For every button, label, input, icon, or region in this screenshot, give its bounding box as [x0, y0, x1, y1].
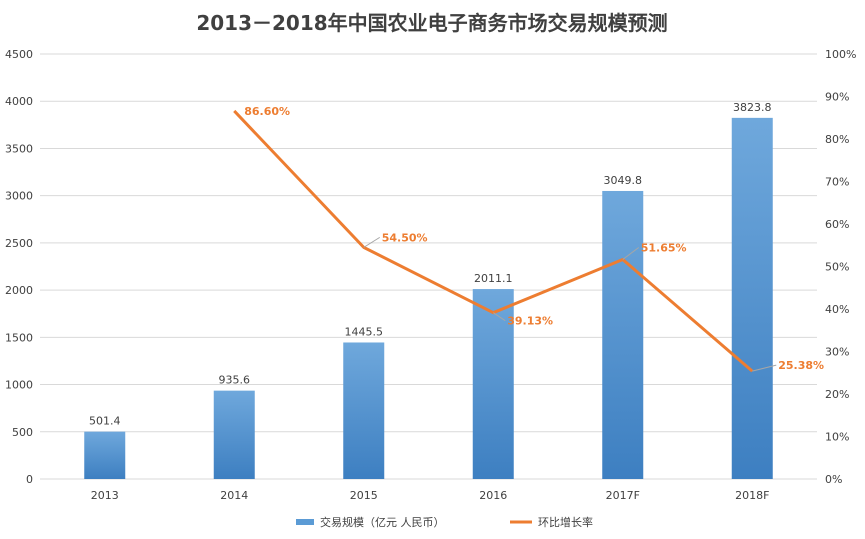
label-leader-line [492, 312, 506, 322]
y-left-tick-label: 2500 [5, 237, 33, 250]
bar [731, 117, 773, 479]
legend: 交易规模（亿元 人民币） 环比增长率 [296, 515, 593, 529]
y-left-tick-label: 4500 [5, 48, 33, 61]
y-right-tick-label: 50% [825, 261, 849, 274]
y-left-tick-label: 4000 [5, 95, 33, 108]
gridlines [40, 53, 817, 480]
growth-data-label: 25.38% [778, 359, 824, 372]
left-axis-ticks: 0 500 1000 1500 2000 2500 3000 3500 4000 4500 [5, 48, 33, 486]
bar-series: 501.4 935.6 1445.5 2011.1 3049.8 3823.8 [84, 101, 773, 480]
y-left-tick-label: 500 [12, 426, 33, 439]
x-tick-label: 2018F [735, 489, 769, 502]
bar-data-label: 3823.8 [733, 101, 772, 114]
y-right-tick-label: 20% [825, 388, 849, 401]
y-left-tick-label: 3000 [5, 190, 33, 203]
x-tick-label: 2015 [350, 489, 378, 502]
bar-data-label: 501.4 [89, 415, 121, 428]
chart-title: 2013－2018年中国农业电子商务市场交易规模预测 [196, 11, 667, 35]
right-axis-ticks: 0% 10% 20% 30% 40% 50% 60% 70% 80% 90% 100% [825, 48, 856, 486]
y-right-tick-label: 30% [825, 346, 849, 359]
bar-data-label: 1445.5 [345, 325, 384, 338]
legend-swatch-bar [296, 519, 314, 525]
growth-data-label: 39.13% [507, 315, 553, 328]
bar-data-label: 3049.8 [604, 174, 643, 187]
y-left-tick-label: 0 [26, 473, 33, 486]
label-leader-line [363, 236, 381, 248]
y-right-tick-label: 70% [825, 176, 849, 189]
legend-label-bar: 交易规模（亿元 人民币） [320, 515, 445, 529]
bar [472, 289, 514, 479]
y-right-tick-label: 100% [825, 48, 856, 61]
x-tick-label: 2016 [479, 489, 507, 502]
y-right-tick-label: 90% [825, 91, 849, 104]
y-right-tick-label: 80% [825, 133, 849, 146]
x-tick-label: 2017F [606, 489, 640, 502]
bar [602, 190, 644, 480]
y-left-tick-label: 2000 [5, 284, 33, 297]
label-leader-line [752, 364, 777, 372]
y-right-tick-label: 40% [825, 303, 849, 316]
label-leader-line [622, 247, 640, 260]
growth-data-label: 51.65% [641, 241, 687, 254]
growth-data-label: 86.60% [244, 105, 290, 118]
line-series: 86.60% 54.50% 39.13% 51.65% 25.38% [233, 105, 824, 373]
x-tick-label: 2013 [91, 489, 119, 502]
bar [213, 390, 255, 479]
y-left-tick-label: 3500 [5, 142, 33, 155]
bar-data-label: 935.6 [219, 374, 251, 387]
y-right-tick-label: 60% [825, 218, 849, 231]
legend-label-line: 环比增长率 [538, 515, 593, 529]
x-axis-ticks: 2013 2014 2015 2016 2017F 2018F [91, 489, 770, 502]
y-left-tick-label: 1500 [5, 331, 33, 344]
y-right-tick-label: 0% [825, 473, 842, 486]
bar-data-label: 2011.1 [474, 272, 513, 285]
bar [84, 431, 126, 479]
y-left-tick-label: 1000 [5, 379, 33, 392]
bar [343, 342, 385, 479]
growth-data-label: 54.50% [382, 231, 428, 244]
y-right-tick-label: 10% [825, 431, 849, 444]
x-tick-label: 2014 [220, 489, 248, 502]
